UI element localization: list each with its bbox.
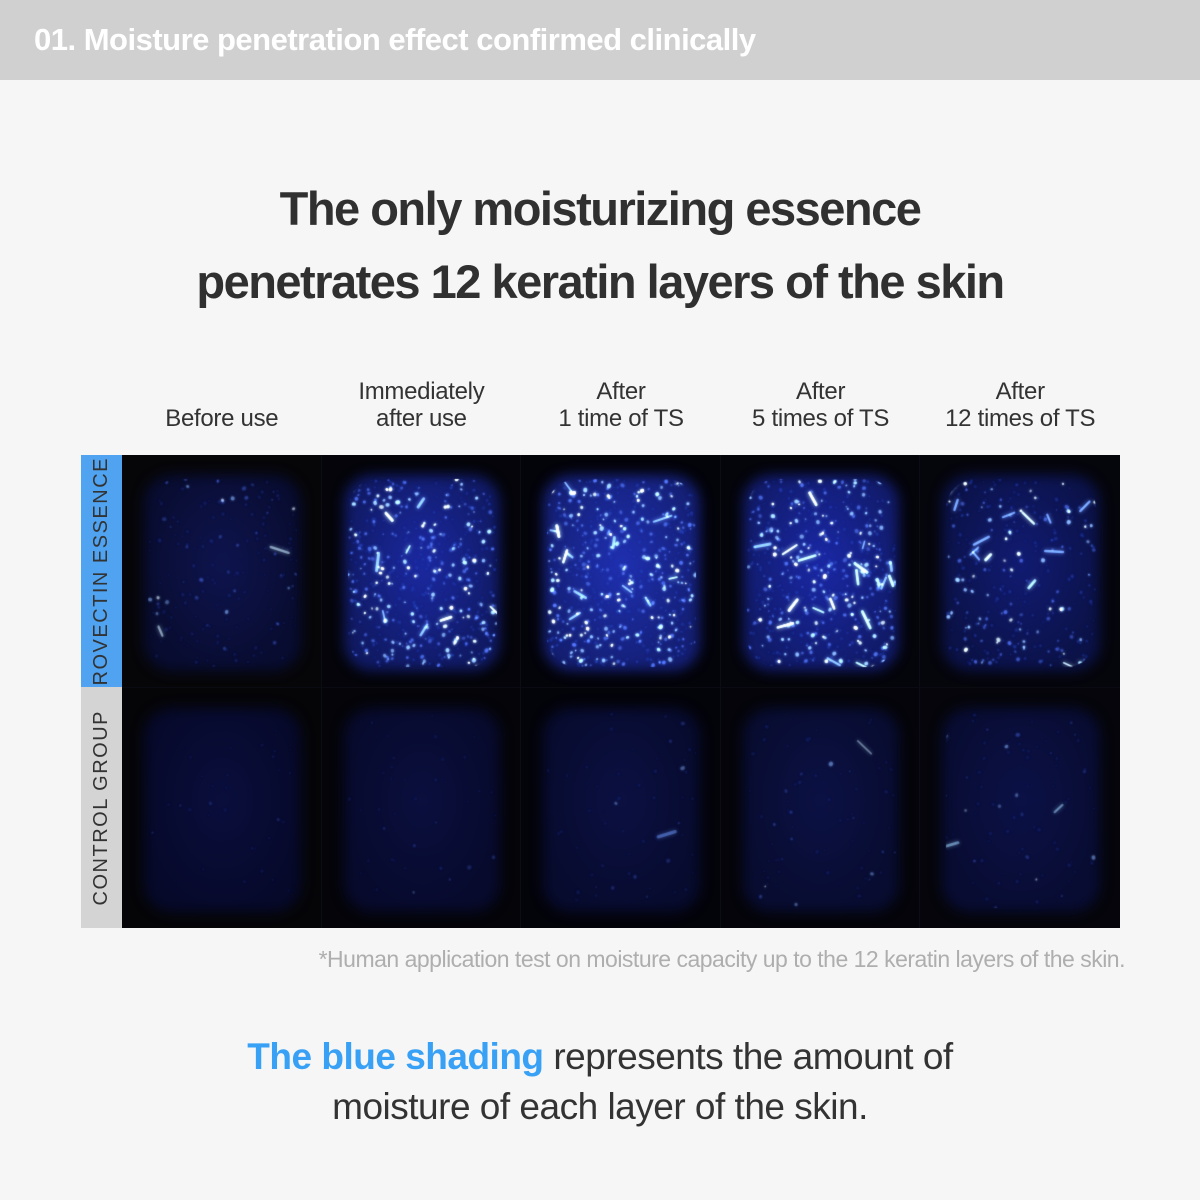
micro-image-rovectin-after-1-time xyxy=(521,455,721,687)
footnote: *Human application test on moisture capa… xyxy=(318,946,1126,972)
speckle-layer xyxy=(122,688,321,928)
micro-image-rovectin-after-12-times xyxy=(920,455,1120,687)
microscopy-image-grid xyxy=(122,455,1120,928)
speckle-layer xyxy=(321,688,521,928)
caption-highlight: The blue shading xyxy=(247,1036,544,1077)
speckle-layer xyxy=(521,688,720,928)
column-header-before-use: Before use xyxy=(165,405,279,432)
speckle-layer xyxy=(521,455,720,687)
row-label-control-group: CONTROL GROUP xyxy=(81,687,122,928)
caption: The blue shading represents the amount o… xyxy=(0,1032,1200,1132)
section-header-bar: 01. Moisture penetration effect confirme… xyxy=(0,0,1200,80)
caption-line2: moisture of each layer of the skin. xyxy=(332,1086,868,1127)
micro-image-rovectin-after-5-times xyxy=(720,455,921,687)
micro-image-control-after-5-times xyxy=(720,687,921,928)
speckle-layer xyxy=(321,455,521,687)
micro-image-control-before-use xyxy=(122,687,322,928)
micro-image-control-immediately-after xyxy=(321,687,522,928)
column-header-immediately-after-use: Immediately after use xyxy=(358,378,485,432)
column-header-after-1-time: After 1 time of TS xyxy=(558,378,684,432)
column-header-after-12-times: After 12 times of TS xyxy=(945,378,1096,432)
column-header-after-5-times: After 5 times of TS xyxy=(752,378,890,432)
speckle-layer xyxy=(720,455,920,687)
speckle-layer xyxy=(122,455,321,687)
speckle-layer xyxy=(920,688,1120,928)
speckle-layer xyxy=(720,688,920,928)
headline-line2: penetrates 12 keratin layers of the skin xyxy=(196,255,1005,308)
micro-image-control-after-12-times xyxy=(920,687,1120,928)
speckle-layer xyxy=(920,455,1120,687)
micro-image-control-after-1-time xyxy=(521,687,721,928)
headline-line1: The only moisturizing essence xyxy=(279,182,922,235)
micro-image-rovectin-immediately-after xyxy=(321,455,522,687)
row-label-rovectin-essence: ROVECTIN ESSENCE xyxy=(81,455,122,687)
column-headers: Before use Immediately after use After 1… xyxy=(122,378,1120,432)
headline: The only moisturizing essence penetrates… xyxy=(0,172,1200,318)
caption-line1: The blue shading represents the amount o… xyxy=(247,1036,953,1077)
section-title: 01. Moisture penetration effect confirme… xyxy=(34,22,756,57)
micro-image-rovectin-before-use xyxy=(122,455,322,687)
